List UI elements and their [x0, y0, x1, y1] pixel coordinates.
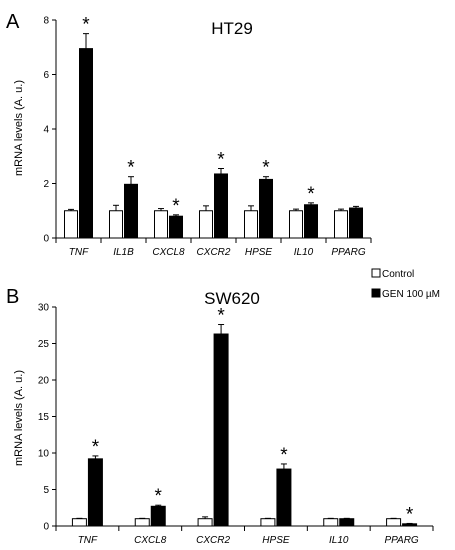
panel-b-bar-gen — [276, 468, 292, 527]
panel-a-y-tick-label: 0 — [43, 234, 49, 245]
panel-b-y-tick-label: 15 — [38, 412, 50, 423]
panel-a-ylabel: mRNA levels (A. u.) — [13, 80, 25, 176]
panel-b-bar-control — [197, 518, 213, 527]
panel-b-bar-control — [260, 518, 276, 527]
panel-b-label: B — [6, 286, 19, 308]
panel-a-bar-control — [199, 210, 213, 239]
panel-b-bar-gen — [87, 458, 103, 527]
panel-a-bar-gen — [214, 173, 228, 239]
panel-a-bar-gen — [79, 48, 93, 239]
panel-a-category-label: CXCR2 — [197, 247, 231, 258]
panel-b-significance-marker: * — [406, 504, 414, 525]
panel-b-y-tick-label: 10 — [38, 449, 50, 460]
panel-b-bar-gen — [213, 333, 229, 527]
panel-a-significance-marker: * — [307, 184, 315, 205]
panel-b-y-tick-label: 20 — [38, 376, 50, 387]
panel-a-significance-marker: * — [262, 158, 270, 179]
panel-b-y-tick-label: 30 — [38, 303, 50, 314]
panel-b-category-label: IL10 — [329, 535, 349, 546]
panel-a-bar-gen — [259, 178, 273, 239]
legend: Control GEN 100 µM — [371, 268, 440, 300]
panel-a-bar-gen — [349, 207, 363, 239]
panel-a-title: HT29 — [211, 19, 253, 38]
panel-b-bar-control — [134, 518, 150, 527]
panel-a-label: A — [6, 11, 20, 33]
panel-b-ylabel: mRNA levels (A. u.) — [13, 370, 25, 466]
panel-b-significance-marker: * — [280, 445, 288, 466]
panel-b-significance-marker: * — [155, 486, 163, 507]
panel-b-chart: B SW620 mRNA levels (A. u.) 0 5 10 15 20 25 30… — [6, 286, 434, 546]
panel-a-significance-marker: * — [217, 150, 225, 171]
panel-a-bar-control — [289, 210, 303, 239]
panel-b-category-label: PPARG — [384, 535, 418, 546]
panel-a-bar-control — [64, 210, 78, 239]
panel-a-significance-marker: * — [127, 158, 135, 179]
panel-b-significance-marker: * — [217, 306, 225, 327]
panel-a-y-tick-label: 6 — [43, 70, 49, 81]
panel-a-bar-control — [109, 210, 123, 239]
legend-label-control: Control — [382, 269, 414, 280]
panel-b-bar-control — [323, 518, 339, 527]
panel-a-category-label: IL10 — [294, 247, 314, 258]
panel-b-category-label: HPSE — [262, 535, 290, 546]
panel-b-y-tick-label: 0 — [43, 522, 49, 533]
panel-a-bar-control — [244, 210, 258, 239]
legend-label-gen: GEN 100 µM — [382, 289, 440, 300]
panel-b-category-label: CXCR2 — [196, 535, 230, 546]
panel-b-y-tick-label: 5 — [43, 485, 49, 496]
panel-b-category-label: CXCL8 — [134, 535, 167, 546]
panel-a-bar-gen — [124, 183, 138, 239]
panel-b-significance-marker: * — [92, 437, 100, 458]
panel-a-bar-gen — [304, 204, 318, 239]
panel-a-bar-control — [154, 210, 168, 239]
panel-a-category-label: HPSE — [245, 247, 273, 258]
panel-a-bar-gen — [169, 215, 183, 239]
panel-b-bar-control — [71, 518, 87, 527]
panel-a-y-tick-label: 2 — [43, 179, 49, 190]
panel-a-y-tick-label: 4 — [43, 125, 49, 136]
panel-a-category-label: IL1B — [113, 247, 134, 258]
panel-a-bar-control — [334, 210, 348, 239]
panel-b-category-label: TNF — [78, 535, 98, 546]
panel-a-category-label: PPARG — [331, 247, 365, 258]
legend-swatch-control — [371, 268, 381, 278]
panel-a-category-label: CXCL8 — [152, 247, 185, 258]
panel-a-category-label: TNF — [69, 247, 89, 258]
panel-a-significance-marker: * — [82, 15, 90, 36]
panel-a-chart: A HT29 mRNA levels (A. u.) 0 2 4 6 8 TNF * IL1B… — [6, 11, 372, 258]
panel-a-y-tick-label: 8 — [43, 16, 49, 27]
panel-b-bar-gen — [150, 505, 166, 527]
panel-b-bar-gen — [339, 518, 355, 527]
panel-b-bar-control — [386, 518, 402, 527]
panel-a-significance-marker: * — [172, 196, 180, 217]
legend-swatch-gen — [371, 288, 381, 298]
panel-b-y-tick-label: 25 — [38, 339, 50, 350]
panel-b-title: SW620 — [204, 289, 260, 308]
